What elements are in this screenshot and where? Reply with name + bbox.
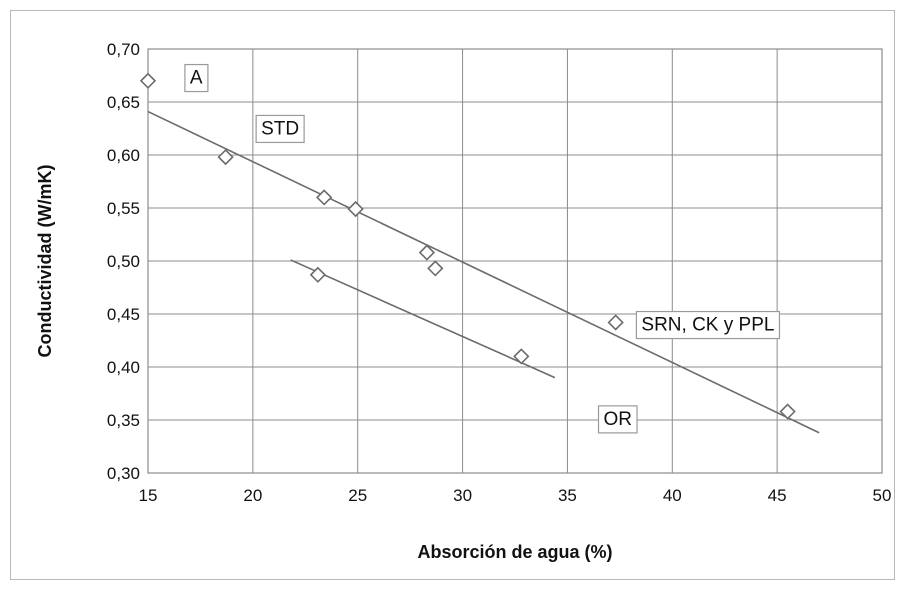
annotation-label: OR <box>597 405 638 434</box>
x-tick-label: 30 <box>453 486 472 505</box>
annotation-text: STD <box>261 118 299 139</box>
data-point-diamond <box>779 403 796 420</box>
grid <box>148 49 882 473</box>
data-point-diamond <box>513 348 530 365</box>
x-tick-label: 15 <box>139 486 158 505</box>
annotation-text: A <box>190 68 203 89</box>
annotation-label: STD <box>255 114 305 144</box>
x-axis-ticks: 15 20 25 30 35 40 45 50 <box>139 486 892 505</box>
y-axis-ticks: 0,30 0,35 0,40 0,45 0,50 0,55 0,60 0,65 0,70 <box>107 40 140 483</box>
annotation-text: OR <box>604 409 633 430</box>
annotations: A STD SRN, CK y PPL OR <box>184 63 781 434</box>
annotation-label: A <box>184 63 209 93</box>
trendlines <box>147 110 820 434</box>
scatter-chart: A STD SRN, CK y PPL OR 15 20 25 30 35 40 45 50 0,3… <box>35 40 892 562</box>
y-tick-label: 0,35 <box>107 411 140 430</box>
x-axis-title: Absorción de agua (%) <box>417 542 612 562</box>
y-tick-label: 0,40 <box>107 358 140 377</box>
trendline <box>290 259 556 379</box>
annotation-box <box>255 114 305 144</box>
annotation-box <box>635 310 781 340</box>
data-points <box>139 72 796 420</box>
data-point-diamond <box>427 260 444 277</box>
x-tick-label: 20 <box>243 486 262 505</box>
y-tick-label: 0,55 <box>107 199 140 218</box>
x-tick-label: 35 <box>558 486 577 505</box>
data-point-diamond <box>217 148 234 166</box>
y-tick-label: 0,70 <box>107 40 140 59</box>
data-point-diamond <box>418 244 436 261</box>
annotation-box <box>184 63 209 93</box>
x-tick-label: 50 <box>873 486 892 505</box>
plot-area <box>147 48 883 474</box>
y-axis-title: Conductividad (W/mK) <box>35 165 55 358</box>
y-tick-label: 0,65 <box>107 93 140 112</box>
annotation-text: SRN, CK y PPL <box>641 315 774 336</box>
data-point-diamond <box>309 266 326 283</box>
chart-frame: A STD SRN, CK y PPL OR 15 20 25 30 35 40 45 50 0,3… <box>10 10 895 580</box>
x-tick-label: 40 <box>663 486 682 505</box>
data-point-diamond <box>347 200 364 218</box>
y-tick-label: 0,60 <box>107 146 140 165</box>
x-tick-label: 25 <box>348 486 367 505</box>
y-tick-label: 0,50 <box>107 252 140 271</box>
annotation-label: SRN, CK y PPL <box>635 310 781 340</box>
data-point-diamond <box>607 314 624 331</box>
data-point-diamond <box>316 189 333 206</box>
data-point-diamond <box>139 72 157 89</box>
trendline <box>147 110 820 434</box>
annotation-box <box>597 405 638 434</box>
y-tick-label: 0,45 <box>107 305 140 324</box>
x-tick-label: 45 <box>768 486 787 505</box>
y-tick-label: 0,30 <box>107 464 140 483</box>
